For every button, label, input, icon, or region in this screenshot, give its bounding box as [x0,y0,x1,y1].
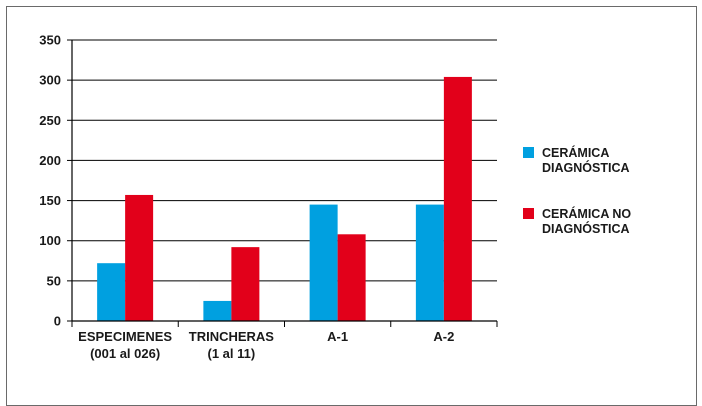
bars [97,76,472,321]
x-category-label-3-line1: A-1 [327,329,348,344]
legend-label-2-line2: DIAGNÓSTICA [542,221,630,236]
bar-series2-cat1 [125,194,154,321]
legend-swatch-1 [523,147,534,158]
x-category-label-2-line2: (1 al 11) [208,346,256,361]
axes [67,39,498,327]
y-tick-label-200: 200 [39,153,61,168]
y-tick-label-150: 150 [39,193,61,208]
legend-label-1-line2: DIAGNÓSTICA [542,160,630,175]
x-category-label-2-line1: TRINCHERAS [189,329,275,344]
chart-frame [6,6,697,406]
y-tick-label-350: 350 [39,33,61,48]
bar-chart: 0 50 100 150 200 250 300 350 ESPECIMENES (001 al… [39,33,631,362]
y-tick-label-100: 100 [39,233,61,248]
bar-series1-cat2 [203,300,232,321]
x-category-labels: ESPECIMENES (001 al 026) TRINCHERAS (1 al 1… [78,329,454,361]
y-tick-label-250: 250 [39,113,61,128]
x-category-label-1-line1: ESPECIMENES [78,329,172,344]
bar-series1-cat3 [309,204,338,321]
bar-series1-cat1 [97,263,126,321]
y-tick-label-0: 0 [54,314,61,329]
bar-series2-cat4 [443,76,472,321]
y-tick-label-300: 300 [39,73,61,88]
y-tick-labels: 0 50 100 150 200 250 300 350 [39,33,61,329]
legend-label-2-line1: CERÁMICA NO [542,206,631,221]
bar-series2-cat3 [337,234,366,321]
legend-swatch-2 [523,208,534,219]
bar-series1-cat4 [415,204,444,321]
x-category-label-4-line1: A-2 [433,329,454,344]
legend-label-1-line1: CERÁMICA [542,145,609,160]
bar-series2-cat2 [231,247,260,321]
y-tick-label-50: 50 [47,273,61,288]
x-category-label-1-line2: (001 al 026) [90,346,160,361]
